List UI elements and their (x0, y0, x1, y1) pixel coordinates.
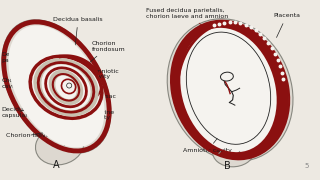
Text: Chorion laeve: Chorion laeve (6, 132, 50, 138)
Text: Yolk sac: Yolk sac (76, 89, 116, 99)
Ellipse shape (167, 19, 293, 161)
Text: B: B (224, 161, 230, 171)
Ellipse shape (179, 27, 278, 153)
Ellipse shape (8, 25, 104, 147)
Ellipse shape (33, 58, 99, 116)
Text: Placenta: Placenta (273, 13, 300, 37)
Text: Amniotic cavity: Amniotic cavity (183, 139, 232, 153)
Text: Chorionic
cavity: Chorionic cavity (1, 78, 31, 89)
Text: Decidua
parietalis: Decidua parietalis (1, 52, 31, 63)
Ellipse shape (67, 83, 72, 88)
Ellipse shape (220, 72, 233, 81)
Ellipse shape (212, 136, 254, 167)
Text: Fused decidua parietalis,
chorion laeve and amnion: Fused decidua parietalis, chorion laeve … (146, 8, 228, 26)
Text: Amniotic
cavity: Amniotic cavity (77, 69, 119, 80)
Text: Decidua basalis: Decidua basalis (53, 17, 103, 54)
Text: 5: 5 (304, 163, 309, 169)
Text: Chorion
frondosum: Chorion frondosum (83, 41, 125, 68)
Text: A: A (53, 160, 60, 170)
Ellipse shape (2, 20, 111, 153)
Ellipse shape (41, 64, 91, 110)
Ellipse shape (49, 70, 83, 105)
Ellipse shape (171, 21, 289, 159)
Ellipse shape (55, 75, 77, 99)
Ellipse shape (64, 81, 73, 92)
Text: Decidua
capsularis: Decidua capsularis (1, 107, 33, 118)
Ellipse shape (36, 126, 84, 165)
Text: Uterine
cavity: Uterine cavity (74, 101, 115, 120)
